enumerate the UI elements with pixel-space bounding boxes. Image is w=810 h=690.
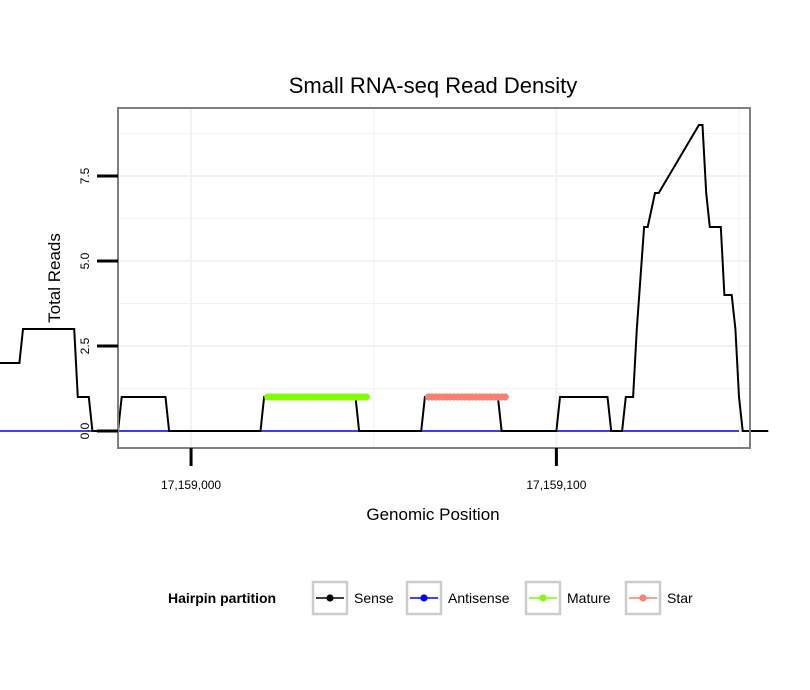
x-axis-title: Genomic Position <box>366 505 499 524</box>
x-tick-label: 17,159,100 <box>526 478 586 492</box>
legend-title: Hairpin partition <box>168 590 276 606</box>
y-tick-label: 7.5 <box>78 167 92 184</box>
legend-key-point <box>420 594 428 602</box>
y-tick-label: 5.0 <box>78 252 92 269</box>
legend-entry-mature: Mature <box>524 580 611 616</box>
legend-label: Star <box>667 590 693 606</box>
legend-entry-antisense: Antisense <box>405 580 510 616</box>
data-point-star <box>501 393 509 401</box>
legend-key-point <box>539 594 547 602</box>
y-axis-title: Total Reads <box>45 233 64 323</box>
gridlines <box>118 108 750 448</box>
series-points-star <box>424 393 509 401</box>
plot-border <box>117 107 751 449</box>
legend-key-point <box>639 594 647 602</box>
legend-key-point <box>326 594 334 602</box>
plot-area <box>0 107 769 449</box>
legend: Hairpin partition Sense Antisense Mature St… <box>168 580 693 616</box>
legend-label: Sense <box>354 590 394 606</box>
legend-entry-star: Star <box>624 580 693 616</box>
chart-title: Small RNA-seq Read Density <box>289 73 578 98</box>
y-axis: 0.0 2.5 5.0 7.5 <box>78 167 118 439</box>
legend-label: Mature <box>567 590 611 606</box>
series-points-mature <box>264 393 371 401</box>
x-axis: 17,159,000 17,159,100 <box>161 448 587 492</box>
y-tick-label: 2.5 <box>78 337 92 354</box>
plot-panel <box>118 108 750 448</box>
legend-entry-sense: Sense <box>311 580 394 616</box>
data-point-mature <box>362 393 371 401</box>
x-tick-label: 17,159,000 <box>161 478 221 492</box>
y-tick-label: 0.0 <box>78 422 92 439</box>
legend-label: Antisense <box>448 590 510 606</box>
